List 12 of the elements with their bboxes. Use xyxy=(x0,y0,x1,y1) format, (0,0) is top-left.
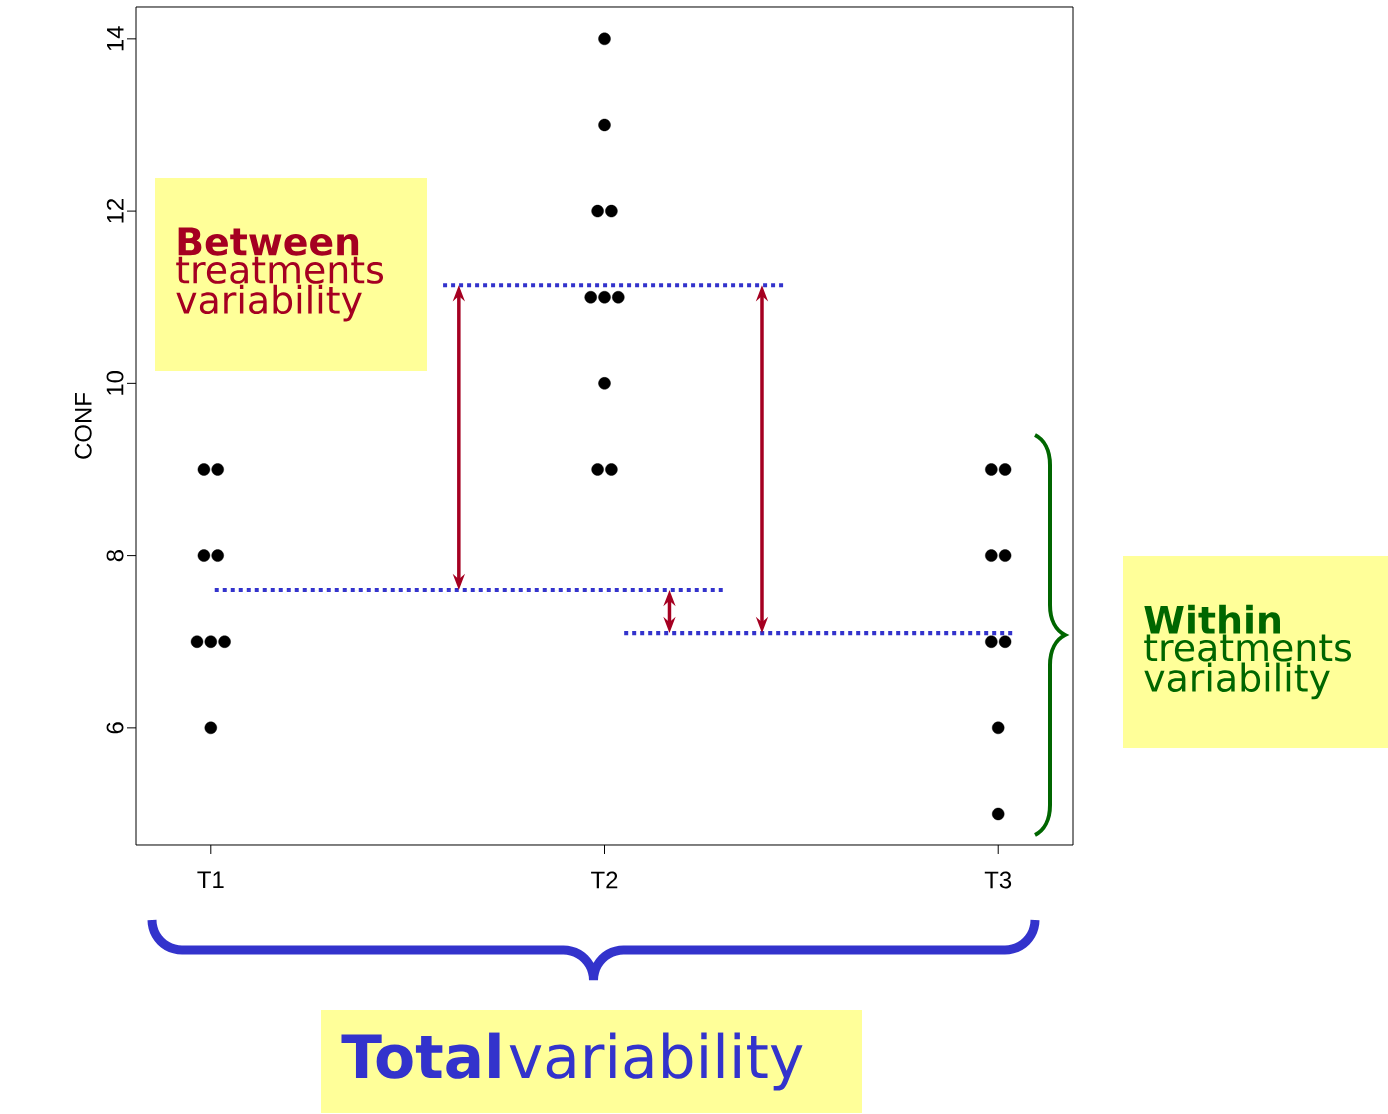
text: Total variability xyxy=(341,1032,803,1091)
y-axis-title: CONF xyxy=(74,393,92,459)
y-tick-label: 8 xyxy=(106,550,124,562)
annotation: Between treatments variability xyxy=(176,227,384,322)
text: Within treatments variability xyxy=(1144,604,1352,700)
x-tick-label: T3 xyxy=(984,871,1012,889)
x-tick-label: T2 xyxy=(591,871,618,889)
y-tick-label: 10 xyxy=(106,371,124,395)
x-tick-label: T1 xyxy=(197,871,224,888)
y-tick-label: 14 xyxy=(107,26,124,51)
y-tick-label: 6 xyxy=(106,722,124,734)
y-tick-label: 12 xyxy=(106,199,124,223)
